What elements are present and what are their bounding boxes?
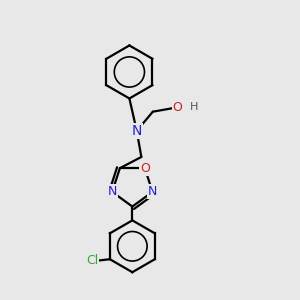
Text: O: O xyxy=(140,162,150,175)
Text: Cl: Cl xyxy=(86,254,98,267)
Text: N: N xyxy=(148,185,157,198)
Text: H: H xyxy=(190,102,198,112)
Text: O: O xyxy=(172,101,182,114)
Text: N: N xyxy=(132,124,142,138)
Text: N: N xyxy=(107,185,117,198)
